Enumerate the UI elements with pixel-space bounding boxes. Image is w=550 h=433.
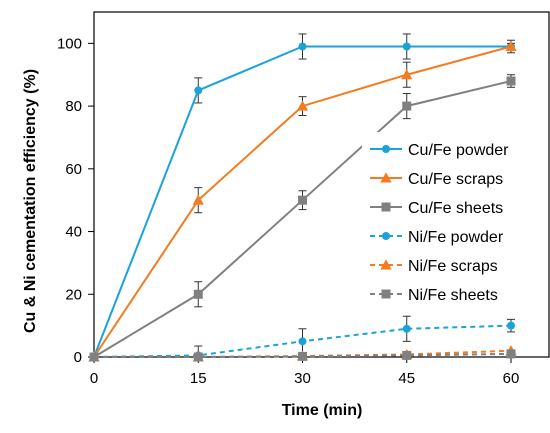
y-tick-label: 80 (65, 98, 82, 115)
data-point (193, 289, 203, 299)
data-point (402, 350, 412, 360)
x-axis-title: Time (min) (282, 402, 363, 419)
series-cu-fe-sheets (89, 74, 516, 362)
x-tick-label: 30 (294, 370, 311, 387)
y-tick-label: 40 (65, 224, 82, 241)
y-tick-label: 100 (57, 35, 82, 52)
data-point (193, 352, 203, 362)
data-point (298, 351, 307, 361)
data-point (402, 42, 411, 51)
legend-swatch-marker (382, 145, 390, 153)
legend-label: Ni/Fe sheets (408, 287, 498, 304)
x-tick-label: 15 (190, 370, 207, 387)
series-ni-fe-sheets (89, 349, 516, 362)
legend-label: Ni/Fe scraps (408, 258, 498, 275)
series-layer (88, 33, 517, 362)
x-tick-label: 60 (503, 370, 520, 387)
data-point (192, 194, 204, 205)
legend: Cu/Fe powder Cu/Fe scraps Cu/Fe sheets Ni/F… (362, 132, 522, 308)
legend-swatch-marker (380, 259, 392, 270)
data-point (298, 195, 307, 205)
y-tick-label: 0 (74, 349, 82, 366)
data-point (89, 352, 99, 362)
y-tick-label: 60 (65, 161, 82, 178)
data-point (402, 101, 412, 111)
x-tick-label: 45 (398, 370, 415, 387)
x-tick-label: 0 (90, 370, 98, 387)
y-axis-title: Cu & Ni cementation efficiency (%) (22, 69, 39, 333)
data-point (507, 321, 515, 330)
data-point (298, 337, 307, 346)
y-tick-label: 20 (65, 286, 82, 303)
data-point (296, 100, 309, 111)
legend-label: Cu/Fe scraps (408, 171, 503, 188)
data-point (401, 69, 413, 80)
legend-swatch-marker (381, 202, 391, 212)
legend-swatch-marker (382, 232, 390, 240)
data-point (194, 86, 203, 95)
legend-swatch-marker (380, 172, 392, 183)
data-point (505, 40, 517, 51)
legend-label: Cu/Fe sheets (408, 200, 503, 217)
data-point (506, 349, 516, 359)
legend-background (362, 132, 522, 308)
data-point (402, 324, 411, 333)
legend-swatch-marker (381, 289, 391, 299)
legend-label: Cu/Fe powder (408, 142, 509, 159)
data-point (506, 76, 516, 86)
legend-label: Ni/Fe powder (408, 229, 504, 246)
data-point (298, 42, 307, 51)
